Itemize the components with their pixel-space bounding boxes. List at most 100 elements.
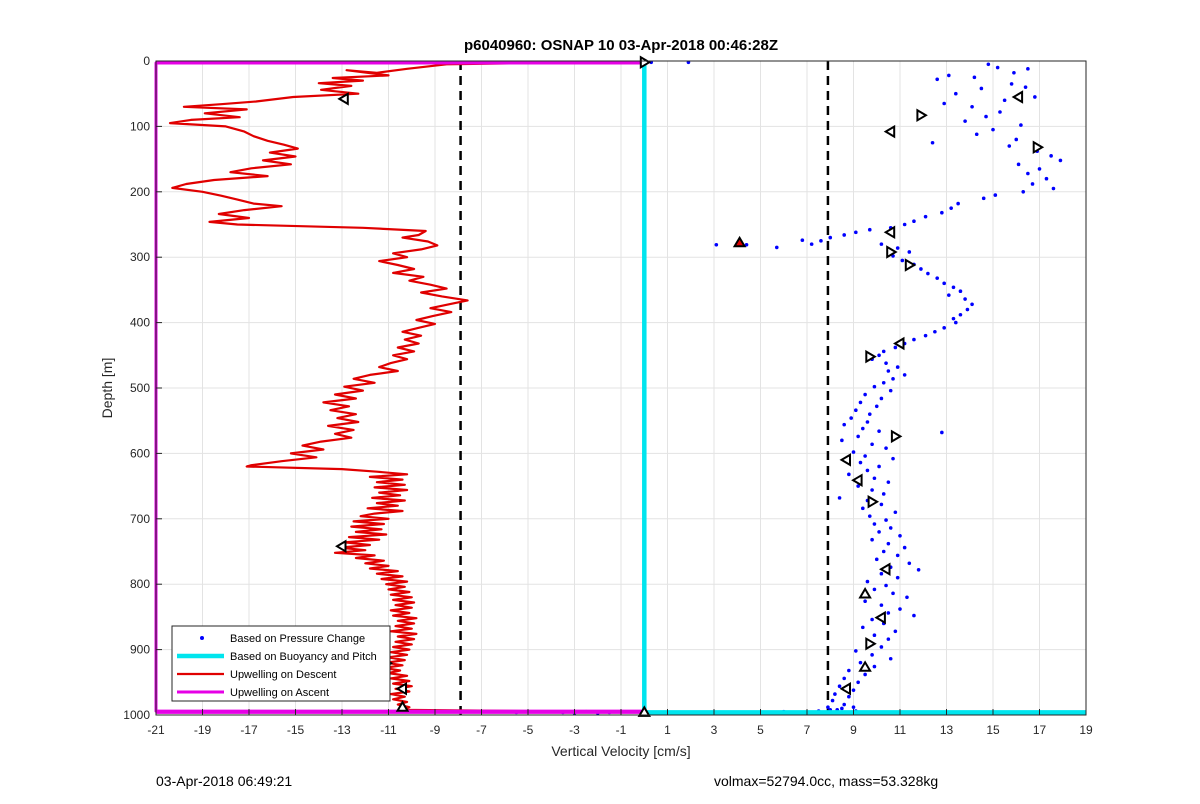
x-tick-label: -19: [194, 723, 212, 737]
marker-triangle-right: [904, 258, 917, 272]
data-point: [958, 289, 963, 294]
marker-triangle-left: [874, 610, 886, 625]
data-point: [902, 373, 907, 377]
data-point: [840, 438, 844, 443]
legend-swatch-point: [200, 636, 204, 640]
x-tick-label: 19: [1079, 723, 1093, 737]
data-point: [861, 625, 865, 630]
legend-label: Upwelling on Descent: [230, 669, 336, 681]
marker-triangle-up: [395, 700, 410, 712]
chart-title: p6040960: OSNAP 10 03-Apr-2018 00:46:28Z: [464, 37, 778, 54]
data-point: [951, 285, 956, 290]
data-point: [926, 271, 930, 276]
footer-volume-mass: volmax=52794.0cc, mass=53.328kg: [714, 773, 939, 789]
data-point: [891, 591, 895, 596]
marker-triangle-left: [883, 225, 896, 240]
data-point: [872, 587, 877, 592]
marker-triangle-right: [890, 429, 903, 444]
data-point: [1021, 190, 1026, 194]
data-point: [826, 705, 830, 709]
marker-triangle-right: [867, 495, 880, 509]
data-point: [874, 404, 879, 409]
data-point: [863, 672, 867, 677]
data-point: [995, 65, 1000, 70]
data-point: [935, 77, 939, 82]
data-point: [1014, 137, 1019, 142]
data-point: [891, 377, 895, 381]
data-point: [865, 468, 870, 473]
data-point: [837, 684, 842, 689]
data-point: [774, 245, 779, 250]
data-point: [893, 629, 898, 634]
y-tick-label: 900: [130, 643, 150, 657]
data-point: [861, 426, 865, 431]
y-axis-label: Depth [m]: [99, 358, 115, 419]
data-point: [888, 526, 893, 530]
data-point: [923, 214, 928, 219]
marker-triangle-right: [916, 108, 928, 123]
data-point: [870, 488, 874, 492]
data-point: [847, 694, 851, 699]
y-tick-label: 1000: [123, 708, 150, 722]
data-point: [809, 242, 814, 246]
data-point: [1023, 85, 1028, 89]
data-point: [886, 611, 891, 615]
x-tick-label: -17: [240, 723, 258, 737]
data-point: [949, 206, 953, 210]
marker-triangle-left: [851, 473, 863, 487]
data-point: [942, 281, 946, 286]
marker-triangle-right: [865, 636, 877, 651]
data-point: [1012, 70, 1016, 75]
marker-triangle-right: [886, 245, 898, 259]
data-point: [912, 337, 916, 342]
x-tick-label: 11: [894, 723, 907, 737]
data-point: [891, 456, 895, 461]
data-point: [963, 119, 967, 123]
data-point: [872, 384, 877, 389]
data-point: [879, 502, 884, 507]
data-point: [991, 127, 995, 132]
x-tick-label: -7: [476, 723, 487, 737]
data-point: [963, 297, 967, 301]
data-point: [879, 571, 884, 576]
data-point: [851, 450, 856, 454]
x-tick-label: -5: [523, 723, 534, 737]
x-axis-label: Vertical Velocity [cm/s]: [551, 743, 690, 759]
data-point: [886, 369, 891, 373]
x-tick-label: -3: [569, 723, 580, 737]
y-tick-label: 0: [143, 54, 150, 68]
y-tick-label: 200: [130, 185, 150, 199]
data-point: [861, 506, 865, 511]
data-point: [956, 201, 960, 206]
data-point: [888, 656, 893, 661]
legend-label: Upwelling on Ascent: [230, 687, 329, 699]
data-point: [856, 680, 860, 685]
marker-triangle-left: [893, 336, 905, 351]
marker-triangle-left: [879, 562, 891, 576]
data-point: [1016, 162, 1021, 167]
data-point: [870, 653, 874, 657]
data-point: [954, 320, 958, 325]
data-point: [828, 235, 833, 240]
data-point: [877, 464, 881, 469]
data-point: [1058, 158, 1063, 163]
data-point: [907, 250, 912, 254]
data-point: [1002, 98, 1007, 103]
marker-triangle-up: [858, 587, 872, 599]
data-point: [1026, 67, 1030, 71]
data-point: [902, 545, 907, 550]
x-tick-label: 9: [850, 723, 857, 737]
data-point: [854, 649, 858, 653]
data-point: [1033, 95, 1037, 99]
data-point: [851, 705, 856, 709]
data-point: [800, 238, 805, 242]
data-point: [842, 422, 846, 427]
data-point: [895, 365, 900, 369]
marker-triangle-left: [337, 92, 349, 106]
data-point: [879, 242, 884, 246]
data-point: [1019, 123, 1023, 127]
marker-triangle-up: [637, 705, 652, 717]
data-point: [942, 326, 946, 330]
data-point: [877, 353, 881, 358]
data-point: [886, 637, 891, 641]
